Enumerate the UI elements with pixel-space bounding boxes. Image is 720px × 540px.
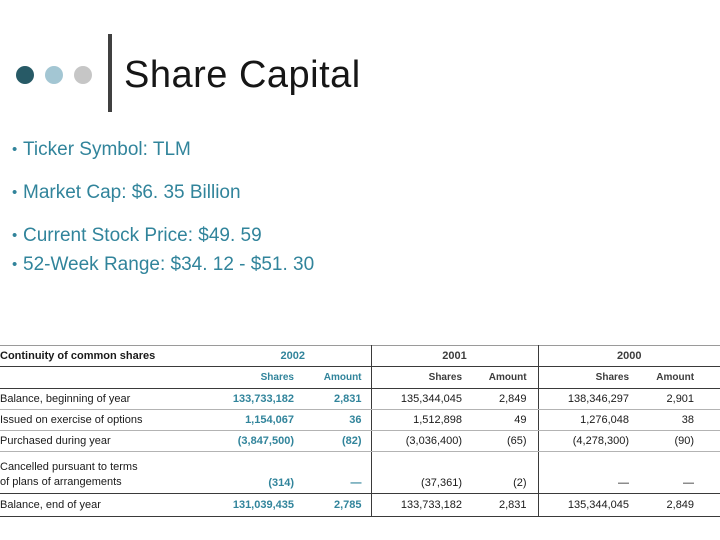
year-header-2000: 2000 — [538, 345, 720, 367]
amount-cell: — — [300, 451, 372, 494]
table-year-row: Continuity of common shares 2002 2001 20… — [0, 345, 720, 367]
table-subheader-row: Shares Amount Shares Amount Shares Amoun… — [0, 366, 720, 389]
amount-cell: 49 — [468, 409, 539, 431]
year-header-2001: 2001 — [371, 345, 539, 367]
table-row: Issued on exercise of options 1,154,067 36… — [0, 409, 720, 431]
title-divider — [108, 34, 112, 112]
amount-cell: 2,849 — [468, 388, 539, 410]
bullet-text: Current Stock Price: $49. 59 — [23, 225, 262, 246]
year-header-2002: 2002 — [215, 345, 372, 367]
bullet-dot-dark-icon — [16, 66, 34, 84]
amount-cell: 38 — [635, 409, 720, 431]
col-header-shares: Shares — [371, 366, 469, 389]
amount-cell: (82) — [300, 430, 372, 452]
row-label: Issued on exercise of options — [0, 409, 215, 431]
bullet-marker-icon: • — [12, 256, 18, 273]
amount-cell: 2,831 — [468, 493, 539, 517]
shares-cell: 1,512,898 — [371, 409, 469, 431]
amount-cell: 2,901 — [635, 388, 720, 410]
share-continuity-table: Continuity of common shares 2002 2001 20… — [0, 345, 720, 517]
amount-cell: 36 — [300, 409, 372, 431]
col-header-shares: Shares — [215, 366, 300, 389]
amount-cell: (90) — [635, 430, 720, 452]
shares-cell: 131,039,435 — [215, 493, 300, 517]
shares-cell: 133,733,182 — [215, 388, 300, 410]
shares-cell: 138,346,297 — [538, 388, 636, 410]
shares-cell: (37,361) — [421, 477, 463, 489]
bullet-text: Ticker Symbol: TLM — [23, 139, 191, 160]
row-label: Balance, beginning of year — [0, 388, 215, 410]
col-header-shares: Shares — [538, 366, 636, 389]
bullet-item: • 52-Week Range: $34. 12 - $51. 30 — [12, 253, 314, 277]
amount-cell: 2,785 — [300, 493, 372, 517]
shares-cell: (314) — [268, 477, 294, 489]
shares-cell: — — [618, 477, 630, 489]
bullet-text: 52-Week Range: $34. 12 - $51. 30 — [23, 254, 315, 275]
amount-cell: — — [683, 477, 695, 489]
subheader-spacer — [0, 366, 215, 389]
shares-cell: (3,036,400) — [371, 430, 469, 452]
amount-cell: (65) — [468, 430, 539, 452]
bullet-marker-icon: • — [12, 227, 18, 244]
col-header-amount: Amount — [635, 366, 720, 389]
bullet-marker-icon: • — [12, 141, 18, 158]
table-caption: Continuity of common shares — [0, 345, 215, 367]
shares-cell: 133,733,182 — [371, 493, 469, 517]
bullet-item: • Ticker Symbol: TLM — [12, 138, 314, 162]
bullet-list: • Ticker Symbol: TLM • Market Cap: $6. 35 … — [12, 138, 314, 296]
table-row: Balance, end of year 131,039,435 2,785 133,… — [0, 493, 720, 517]
amount-cell: 2,831 — [300, 388, 372, 410]
title-decoration — [16, 66, 92, 84]
bullet-dot-gray-icon — [74, 66, 92, 84]
table-row: Cancelled pursuant to terms of plans of … — [0, 451, 720, 494]
amount-cell: 2,849 — [635, 493, 720, 517]
bullet-item: • Market Cap: $6. 35 Billion — [12, 181, 314, 205]
col-header-amount: Amount — [468, 366, 539, 389]
shares-cell: 1,154,067 — [215, 409, 300, 431]
shares-cell: 1,276,048 — [538, 409, 636, 431]
col-header-amount: Amount — [300, 366, 372, 389]
row-label: Balance, end of year — [0, 493, 215, 517]
table-body: Balance, beginning of year 133,733,182 2,8… — [0, 388, 720, 517]
table-row: Balance, beginning of year 133,733,182 2,8… — [0, 388, 720, 410]
row-label: Purchased during year — [0, 430, 215, 452]
shares-cell: 135,344,045 — [371, 388, 469, 410]
amount-cell: (2) — [468, 451, 539, 494]
shares-cell: (4,278,300) — [538, 430, 636, 452]
bullet-marker-icon: • — [12, 184, 18, 201]
shares-cell: (3,847,500) — [215, 430, 300, 452]
row-label: Cancelled pursuant to terms of plans of … — [0, 461, 138, 488]
bullet-dot-light-icon — [45, 66, 63, 84]
table-row: Purchased during year (3,847,500) (82) (3,0… — [0, 430, 720, 452]
slide-title: Share Capital — [124, 54, 361, 96]
bullet-text: Market Cap: $6. 35 Billion — [23, 182, 241, 203]
shares-cell: 135,344,045 — [538, 493, 636, 517]
bullet-item: • Current Stock Price: $49. 59 — [12, 224, 314, 248]
